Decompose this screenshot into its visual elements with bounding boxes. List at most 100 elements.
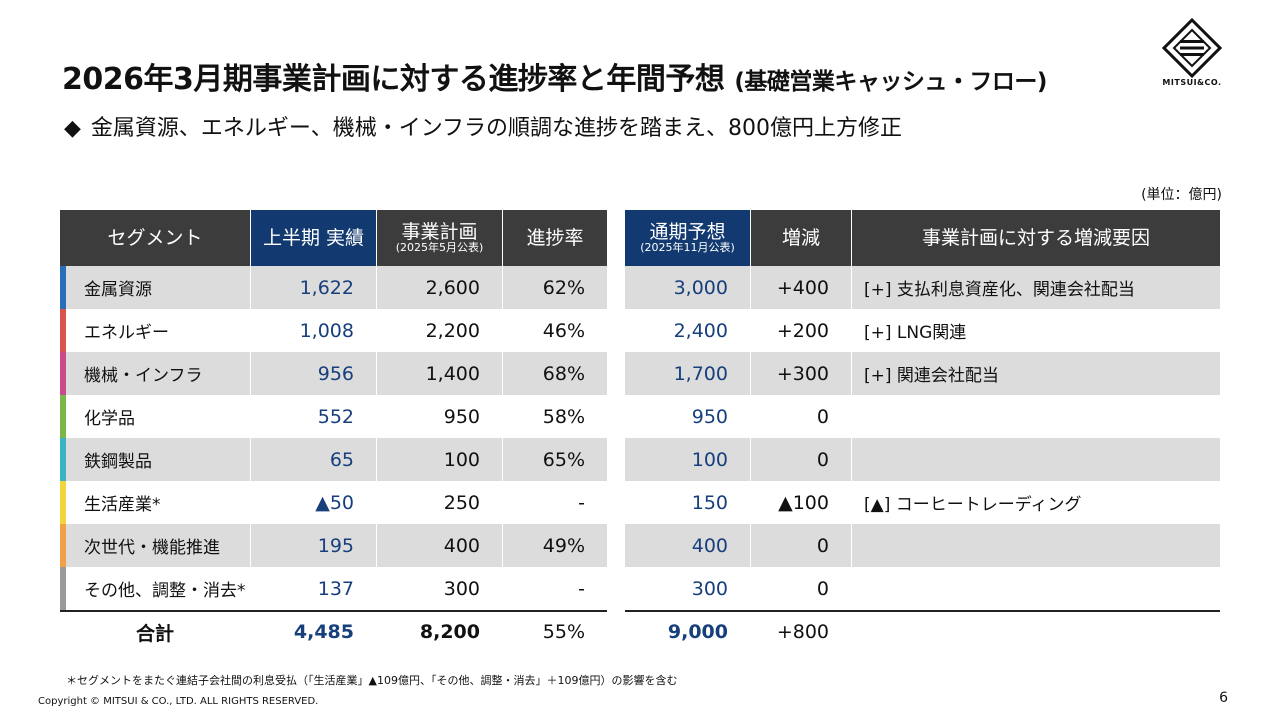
- plan-value: 2,200: [376, 309, 503, 352]
- progress-value: 49%: [502, 524, 607, 567]
- segment-color-bar: [60, 481, 66, 524]
- progress-value: 62%: [502, 266, 607, 309]
- segment-color-bar: [60, 266, 66, 309]
- segment-color-bar: [60, 567, 66, 610]
- change-value: 0: [750, 567, 852, 612]
- table-row: 機械・インフラ 956 1,400 68%: [60, 352, 607, 395]
- table-row: 生活産業* ▲50 250-: [60, 481, 607, 524]
- segment-cell: 機械・インフラ: [60, 352, 251, 395]
- forecast-value: 950: [625, 395, 751, 438]
- progress-table: セグメント 上半期 実績 事業計画 (2025年5月公表) 進捗率 金属資源 1,…: [60, 210, 607, 652]
- change-value: 0: [750, 438, 852, 481]
- segment-cell: 化学品: [60, 395, 251, 438]
- actual-value: ▲50: [250, 481, 377, 524]
- header-change: 増減: [750, 210, 852, 266]
- change-value: 0: [750, 524, 852, 567]
- actual-value: 1,008: [250, 309, 377, 352]
- table-row: 150 ▲100 [▲] コーヒートレーディング: [625, 481, 1220, 524]
- forecast-value: 150: [625, 481, 751, 524]
- change-value: +200: [750, 309, 852, 352]
- total-change: +800: [750, 611, 852, 652]
- segment-name: その他、調整・消去*: [84, 581, 246, 601]
- total-plan: 8,200: [376, 611, 503, 652]
- change-value: 0: [750, 395, 852, 438]
- segment-cell: その他、調整・消去*: [60, 567, 251, 612]
- segment-color-bar: [60, 438, 66, 481]
- forecast-value: 3,000: [625, 266, 751, 309]
- progress-value: 65%: [502, 438, 607, 481]
- footnote: ＊セグメントをまたぐ連結子会社間の利息受払（「生活産業」▲109億円、「その他、…: [66, 674, 678, 687]
- forecast-value: 400: [625, 524, 751, 567]
- segment-color-bar: [60, 524, 66, 567]
- actual-value: 195: [250, 524, 377, 567]
- segment-name: エネルギー: [84, 323, 169, 343]
- plan-value: 1,400: [376, 352, 503, 395]
- table-row: 次世代・機能推進 195 400 49%: [60, 524, 607, 567]
- header-h1-actual: 上半期 実績: [250, 210, 377, 266]
- mitsui-logo-icon: [1161, 17, 1223, 79]
- total-actual: 4,485: [250, 611, 377, 652]
- header-plan-label: 事業計画: [401, 220, 478, 243]
- page-title: 2026年3月期事業計画に対する進捗率と年間予想 (基礎営業キャッシュ・フロー): [62, 54, 1047, 98]
- reason-text: [+] 関連会社配当: [851, 352, 1220, 395]
- header-plan: 事業計画 (2025年5月公表): [376, 210, 503, 266]
- diamond-bullet-icon: ◆: [64, 116, 81, 141]
- reason-text: [+] 支払利息資産化、関連会社配当: [851, 266, 1220, 309]
- logo-text: MITSUI&CO.: [1162, 78, 1222, 87]
- progress-value: 46%: [502, 309, 607, 352]
- segment-cell: 金属資源: [60, 266, 251, 309]
- segment-color-bar: [60, 352, 66, 395]
- table-row: 100 0: [625, 438, 1220, 481]
- table-row: 3,000 +400 [+] 支払利息資産化、関連会社配当: [625, 266, 1220, 309]
- header-plan-sub: (2025年5月公表): [395, 241, 484, 255]
- total-reason-empty: [851, 611, 1220, 652]
- header-forecast: 通期予想 (2025年11月公表): [625, 210, 751, 266]
- reason-text: [+] LNG関連: [851, 309, 1220, 352]
- reason-text: [851, 524, 1220, 567]
- plan-value: 950: [376, 395, 503, 438]
- progress-value: -: [502, 567, 607, 612]
- table-row: 400 0: [625, 524, 1220, 567]
- progress-value: 58%: [502, 395, 607, 438]
- segment-name: 金属資源: [84, 280, 152, 300]
- plan-value: 300: [376, 567, 503, 612]
- header-progress: 進捗率: [502, 210, 607, 266]
- reason-text: [851, 438, 1220, 481]
- reason-text: [▲] コーヒートレーディング: [851, 481, 1220, 524]
- segment-cell: 次世代・機能推進: [60, 524, 251, 567]
- progress-value: -: [502, 481, 607, 524]
- total-row: 9,000 +800: [625, 611, 1220, 652]
- segment-color-bar: [60, 395, 66, 438]
- change-value: ▲100: [750, 481, 852, 524]
- segment-name: 機械・インフラ: [84, 366, 203, 386]
- segment-name: 次世代・機能推進: [84, 538, 220, 558]
- header-segment: セグメント: [60, 210, 251, 266]
- segment-color-bar: [60, 309, 66, 352]
- forecast-value: 1,700: [625, 352, 751, 395]
- actual-value: 552: [250, 395, 377, 438]
- table-row: 金属資源 1,622 2,600 62%: [60, 266, 607, 309]
- forecast-value: 100: [625, 438, 751, 481]
- table-row: 2,400 +200 [+] LNG関連: [625, 309, 1220, 352]
- subtitle: ◆ 金属資源、エネルギー、機械・インフラの順調な進捗を踏まえ、800億円上方修正: [64, 110, 902, 142]
- copyright: Copyright © MITSUI & CO., LTD. ALL RIGHT…: [38, 696, 319, 707]
- table-row: 1,700 +300 [+] 関連会社配当: [625, 352, 1220, 395]
- table-row: 300 0: [625, 567, 1220, 612]
- header-reason: 事業計画に対する増減要因: [851, 210, 1220, 266]
- actual-value: 137: [250, 567, 377, 612]
- segment-name: 化学品: [84, 409, 135, 429]
- plan-value: 100: [376, 438, 503, 481]
- segment-name: 生活産業*: [84, 495, 161, 515]
- segment-cell: 鉄鋼製品: [60, 438, 251, 481]
- header-forecast-sub: (2025年11月公表): [640, 241, 735, 255]
- total-forecast: 9,000: [625, 611, 751, 652]
- table-row: 化学品 552 950 58%: [60, 395, 607, 438]
- actual-value: 65: [250, 438, 377, 481]
- subtitle-text: 金属資源、エネルギー、機械・インフラの順調な進捗を踏まえ、800億円上方修正: [90, 116, 903, 141]
- plan-value: 400: [376, 524, 503, 567]
- page-number: 6: [1219, 690, 1228, 706]
- plan-value: 2,600: [376, 266, 503, 309]
- table-row: その他、調整・消去* 137 300-: [60, 567, 607, 612]
- table-row: 鉄鋼製品 65 100 65%: [60, 438, 607, 481]
- table-row: 950 0: [625, 395, 1220, 438]
